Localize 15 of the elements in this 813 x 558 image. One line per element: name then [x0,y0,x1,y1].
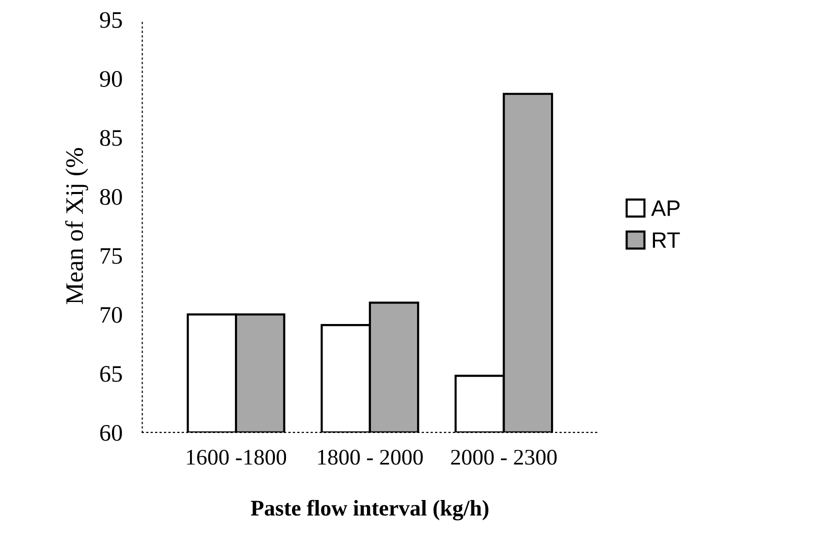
x-tick-label: 1800 - 2000 [318,450,423,465]
x-tick-label: 1600 -1800 [187,450,286,465]
legend-label: AP [651,200,680,216]
x-axis-title: Paste flow interval (kg/h) [250,500,488,520]
y-tick-label: 75 [100,248,122,264]
legend-label: RT [652,232,680,248]
y-axis-title: Mean of Xij (% [65,148,88,304]
y-tick-label: 80 [100,188,122,205]
y-tick-label: 65 [100,366,122,382]
y-tick-label: 60 [100,424,122,441]
y-tick-label: 85 [100,130,122,146]
y-tick-label: 95 [100,12,122,28]
x-tick-label: 2000 - 2300 [451,450,557,465]
y-tick-label: 70 [100,306,122,323]
y-tick-label: 90 [100,71,122,87]
